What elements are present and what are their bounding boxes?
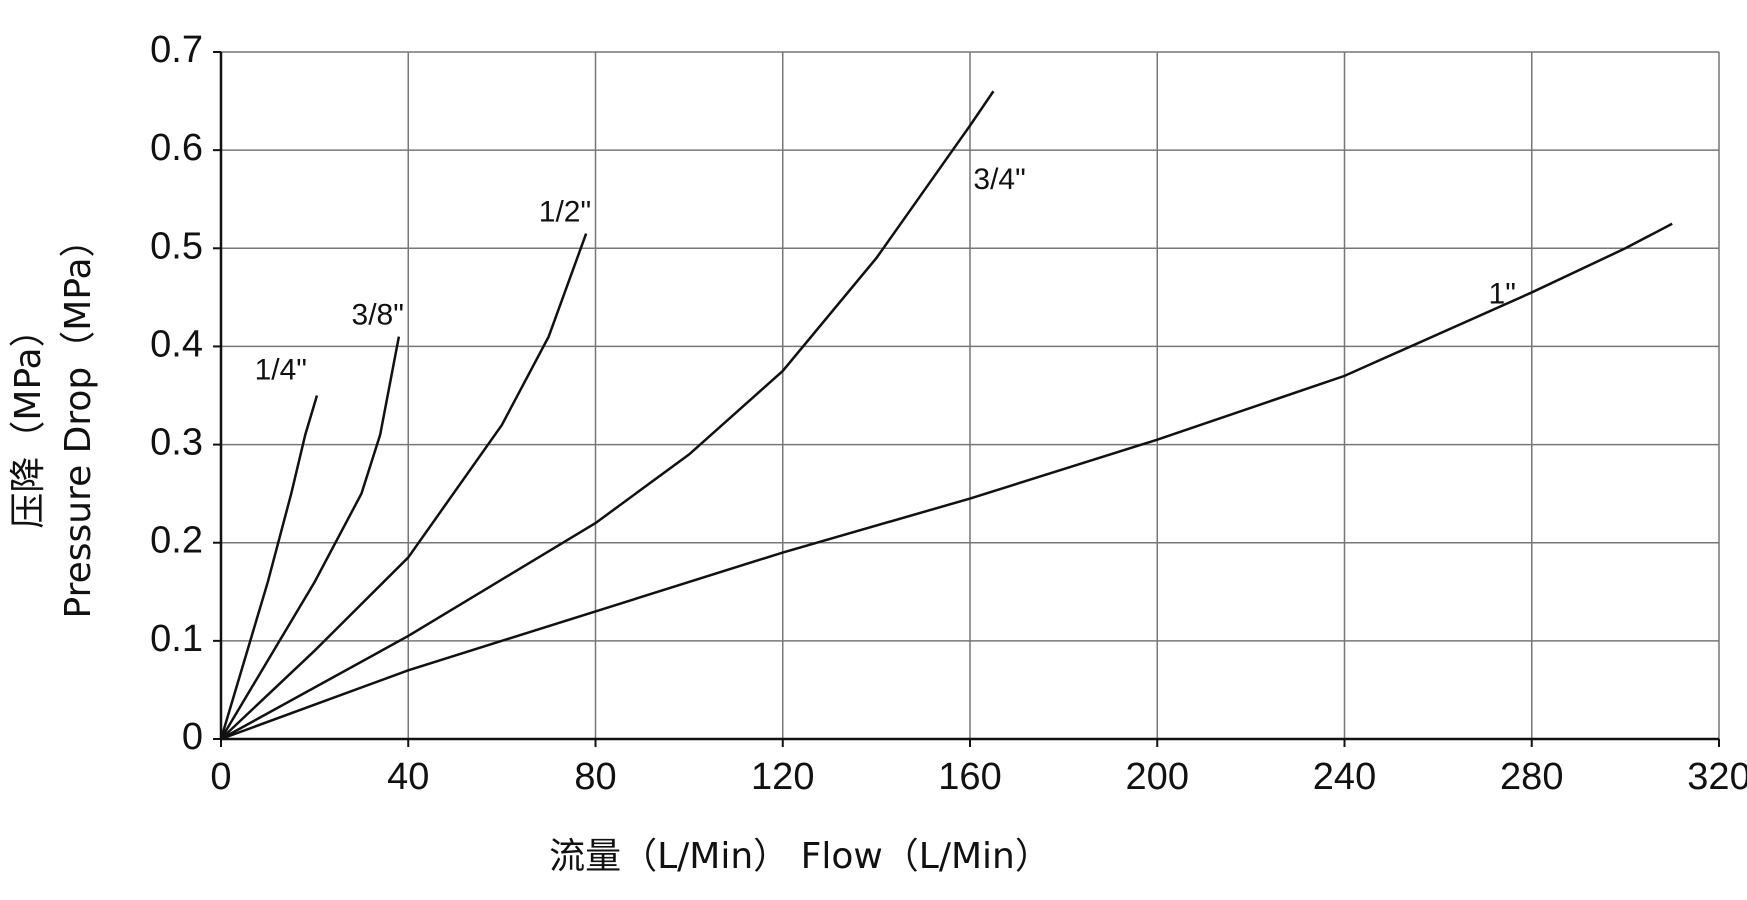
y-tick-label: 0.4 bbox=[150, 323, 203, 365]
series-line bbox=[220, 233, 588, 740]
x-tick-label: 120 bbox=[751, 756, 814, 798]
x-tick-label: 320 bbox=[1687, 756, 1747, 798]
series-line bbox=[219, 336, 401, 740]
series-label: 3/4" bbox=[973, 163, 1025, 196]
x-tick-label: 160 bbox=[938, 756, 1001, 798]
series-label: 1" bbox=[1489, 278, 1516, 311]
y-tick-label: 0.2 bbox=[150, 520, 203, 562]
series-line bbox=[220, 90, 995, 741]
series-label: 1/4" bbox=[255, 353, 307, 386]
x-axis-title: 流量（L/Min） Flow（L/Min） bbox=[549, 836, 1051, 877]
x-tick-label: 0 bbox=[210, 756, 231, 798]
y-axis-title: Pressure Drop（MPa） bbox=[58, 222, 99, 619]
y-tick-label: 0.7 bbox=[150, 29, 203, 71]
x-tick-label: 280 bbox=[1500, 756, 1563, 798]
y-axis-title: 压降（MPa） bbox=[8, 311, 49, 528]
y-tick-label: 0.3 bbox=[150, 422, 203, 464]
series-label: 3/8" bbox=[352, 299, 404, 332]
x-tick-label: 80 bbox=[574, 756, 616, 798]
x-tick-label: 40 bbox=[387, 756, 429, 798]
y-tick-label: 0.6 bbox=[150, 127, 203, 169]
y-tick-label: 0.5 bbox=[150, 225, 203, 267]
x-tick-label: 200 bbox=[1126, 756, 1189, 798]
series-line bbox=[220, 222, 1673, 741]
series-label: 1/2" bbox=[539, 195, 591, 228]
x-tick-label: 240 bbox=[1313, 756, 1376, 798]
y-tick-label: 0 bbox=[182, 716, 203, 758]
y-tick-label: 0.1 bbox=[150, 618, 203, 660]
series-line bbox=[219, 395, 319, 740]
